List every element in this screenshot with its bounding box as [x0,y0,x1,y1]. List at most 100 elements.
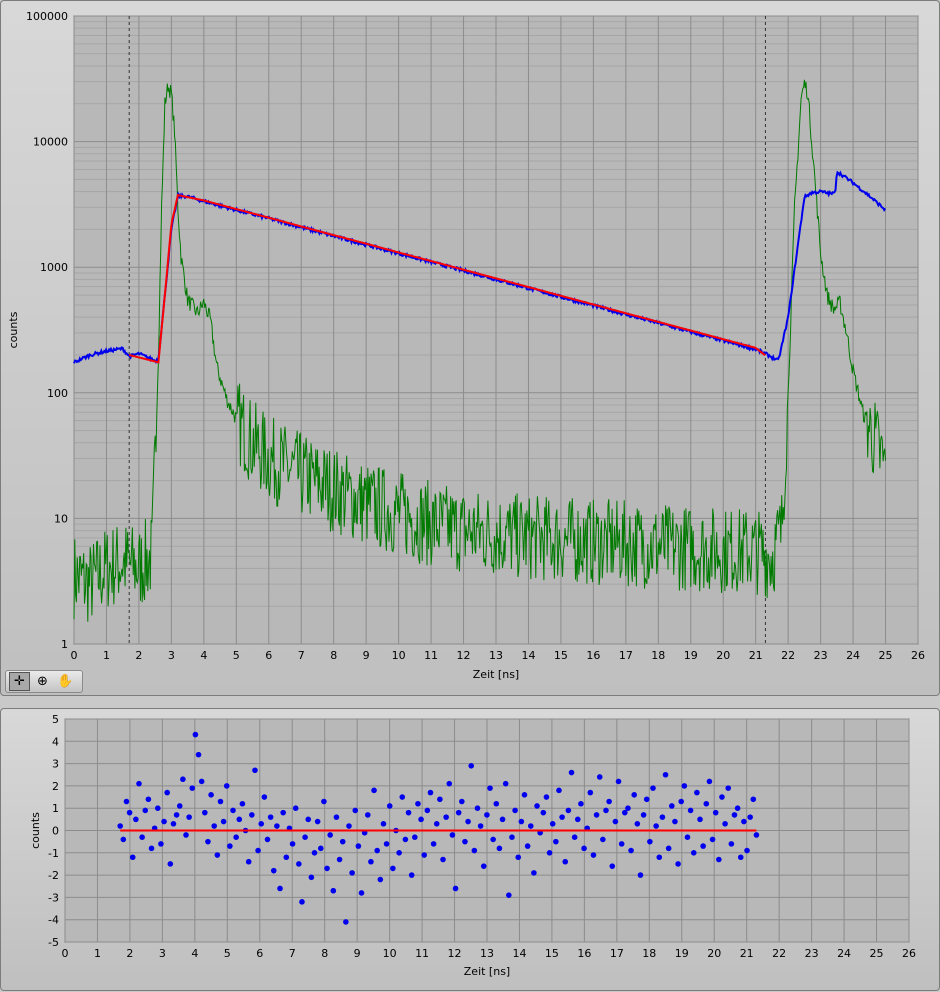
y-tick-label: -2 [48,869,59,882]
residual-point [430,841,437,847]
x-tick-label: 22 [772,947,786,960]
residual-point [518,818,525,825]
residual-point [252,767,258,774]
residual-point [509,834,515,840]
x-tick-label: 25 [879,649,893,662]
residual-point [675,861,681,867]
x-tick-label: 8 [330,649,337,662]
residual-point [684,834,691,840]
x-tick-label: 4 [191,947,198,960]
residual-point [214,852,221,858]
residual-point [556,787,562,794]
residual-point [753,832,760,838]
residual-point [317,845,324,852]
residual-point [565,807,572,814]
residual-point [352,807,359,814]
x-tick-label: 5 [224,947,231,960]
residual-point [546,850,553,856]
residual-point [716,856,722,863]
residual-point [559,814,565,820]
residual-point [455,809,462,816]
residual-point [415,800,421,807]
residual-point [123,798,130,805]
cursor-tool[interactable]: ✛ [9,672,30,691]
residual-point [220,818,227,825]
x-tick-label: 7 [298,649,305,662]
residual-point [502,780,509,787]
residual-point [643,796,650,803]
x-tick-label: 18 [651,649,665,662]
residual-point [308,874,315,881]
residual-point [327,832,333,838]
residual-point [650,785,656,791]
x-tick-label: 13 [480,947,494,960]
residual-point [227,843,233,849]
residual-point [299,899,305,905]
residual-point [343,919,349,925]
x-tick-label: 25 [870,947,884,960]
x-tick-label: 13 [489,649,503,662]
residual-point [487,785,493,791]
residual-point [383,841,390,847]
x-tick-label: 9 [363,649,370,662]
residual-point [703,800,710,807]
x-tick-label: 24 [846,649,860,662]
residual-point [521,792,528,798]
measured-decay-curve [73,170,887,365]
residual-point [405,809,412,816]
x-tick-label: 4 [200,649,207,662]
residual-point [653,823,659,829]
decay-plot-panel: 1 10 100 1000 10000 100000 0 1 2 3 4 5 6 7 8 9 10 11 12 13 1… [0,0,940,696]
x-tick-label: 24 [837,947,851,960]
y-tick-label: 100000 [26,10,68,23]
pan-tool[interactable]: ✋ [57,674,74,689]
residual-point [562,858,569,865]
residual-point [314,818,321,825]
x-tick-label: 11 [415,947,429,960]
x-tick-label: 2 [126,947,133,960]
residual-point [477,823,484,829]
residual-point [186,814,192,820]
residual-point [593,812,600,818]
residual-point [408,872,415,878]
residual-point [694,789,700,796]
residual-point [192,731,199,738]
residual-point [386,803,393,809]
residual-point [311,850,318,856]
residual-point [534,803,540,809]
y-axis-label: counts [7,311,20,348]
residual-point [189,785,196,791]
x-tick-label: 6 [265,649,272,662]
x-tick-label: 22 [781,649,795,662]
residual-point [665,845,672,852]
residual-point [706,778,713,785]
x-tick-label: 15 [554,649,568,662]
x-tick-label: 17 [610,947,624,960]
residual-point [606,798,612,805]
y-axis-label: counts [29,812,42,849]
residual-point [396,850,402,856]
residual-point [233,834,239,840]
zoom-tool[interactable]: ⊕ [37,674,48,689]
residual-point [474,805,481,811]
x-tick-label: 12 [457,649,471,662]
residual-point [712,809,719,816]
residual-point [618,841,625,847]
residual-point [468,763,475,769]
residual-point [333,814,340,820]
residual-point [672,818,678,825]
residual-point [515,854,522,861]
residual-point [471,847,478,854]
residual-point [452,885,459,892]
residual-point [731,812,738,818]
residual-point [136,780,142,787]
residual-point [609,863,616,869]
x-tick-label: 11 [424,649,438,662]
residual-point [647,838,653,845]
fit-curve [129,193,766,364]
residual-point [687,807,694,814]
x-tick-label: 18 [642,947,656,960]
residual-point [568,769,575,776]
